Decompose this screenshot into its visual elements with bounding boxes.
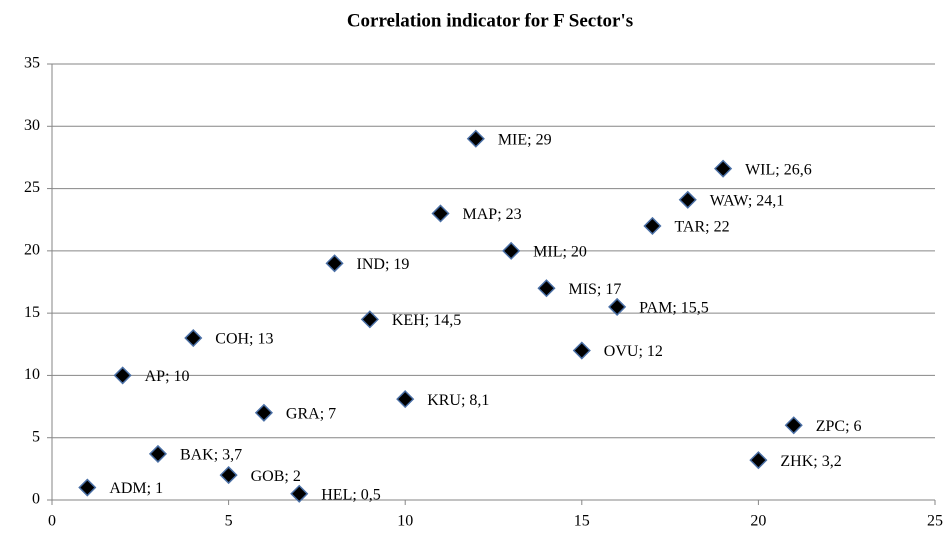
y-tick-label: 20 — [24, 242, 40, 259]
point — [431, 204, 450, 223]
data-label: KEH; 14,5 — [392, 312, 461, 329]
x-tick-label: 0 — [48, 513, 56, 530]
x-tick-label: 25 — [927, 513, 943, 530]
point — [78, 478, 97, 497]
data-label: MAP; 23 — [463, 206, 522, 223]
data-label: ADM; 1 — [109, 480, 163, 497]
point — [113, 366, 132, 385]
y-tick-label: 35 — [24, 55, 40, 72]
data-label: BAK; 3,7 — [180, 447, 242, 464]
data-label: GOB; 2 — [251, 468, 301, 485]
data-label: COH; 13 — [215, 331, 273, 348]
point — [784, 416, 803, 435]
data-label: KRU; 8,1 — [427, 392, 489, 409]
point — [466, 129, 485, 148]
point — [148, 444, 168, 463]
y-tick-label: 0 — [32, 491, 40, 508]
data-label: MIS; 17 — [568, 281, 621, 298]
data-label: WAW; 24,1 — [710, 192, 785, 209]
x-tick-label: 5 — [225, 513, 233, 530]
y-tick-label: 10 — [24, 366, 40, 383]
y-tick-label: 30 — [24, 117, 40, 134]
y-tick-label: 5 — [32, 428, 40, 445]
point — [325, 254, 344, 273]
point — [608, 297, 627, 316]
data-label: AP; 10 — [145, 368, 190, 385]
point — [749, 451, 768, 470]
point — [537, 279, 556, 298]
x-tick-label: 15 — [574, 513, 590, 530]
point — [290, 484, 309, 503]
point — [502, 241, 521, 260]
point — [219, 466, 238, 485]
x-tick-label: 20 — [750, 513, 766, 530]
point — [572, 341, 591, 360]
data-label: GRA; 7 — [286, 405, 336, 422]
data-label: OVU; 12 — [604, 343, 663, 360]
data-label: PAM; 15,5 — [639, 300, 709, 317]
data-label: WIL; 26,6 — [745, 161, 812, 178]
data-label: ZHK; 3,2 — [780, 453, 841, 470]
point — [714, 159, 733, 178]
x-tick-label: 10 — [397, 513, 413, 530]
data-label: ZPC; 6 — [816, 418, 862, 435]
y-tick-label: 25 — [24, 179, 40, 196]
data-label: HEL; 0,5 — [321, 486, 381, 503]
point — [678, 190, 697, 209]
data-label: TAR; 22 — [674, 219, 729, 236]
data-label: IND; 19 — [357, 256, 410, 273]
data-label: MIL; 20 — [533, 244, 587, 261]
chart-title: Correlation indicator for F Sector's — [347, 10, 633, 31]
point — [184, 328, 203, 348]
point — [254, 403, 273, 422]
point — [396, 390, 415, 409]
point — [360, 310, 379, 329]
data-label: MIE; 29 — [498, 131, 552, 148]
y-tick-label: 15 — [24, 304, 40, 321]
point — [643, 216, 662, 236]
